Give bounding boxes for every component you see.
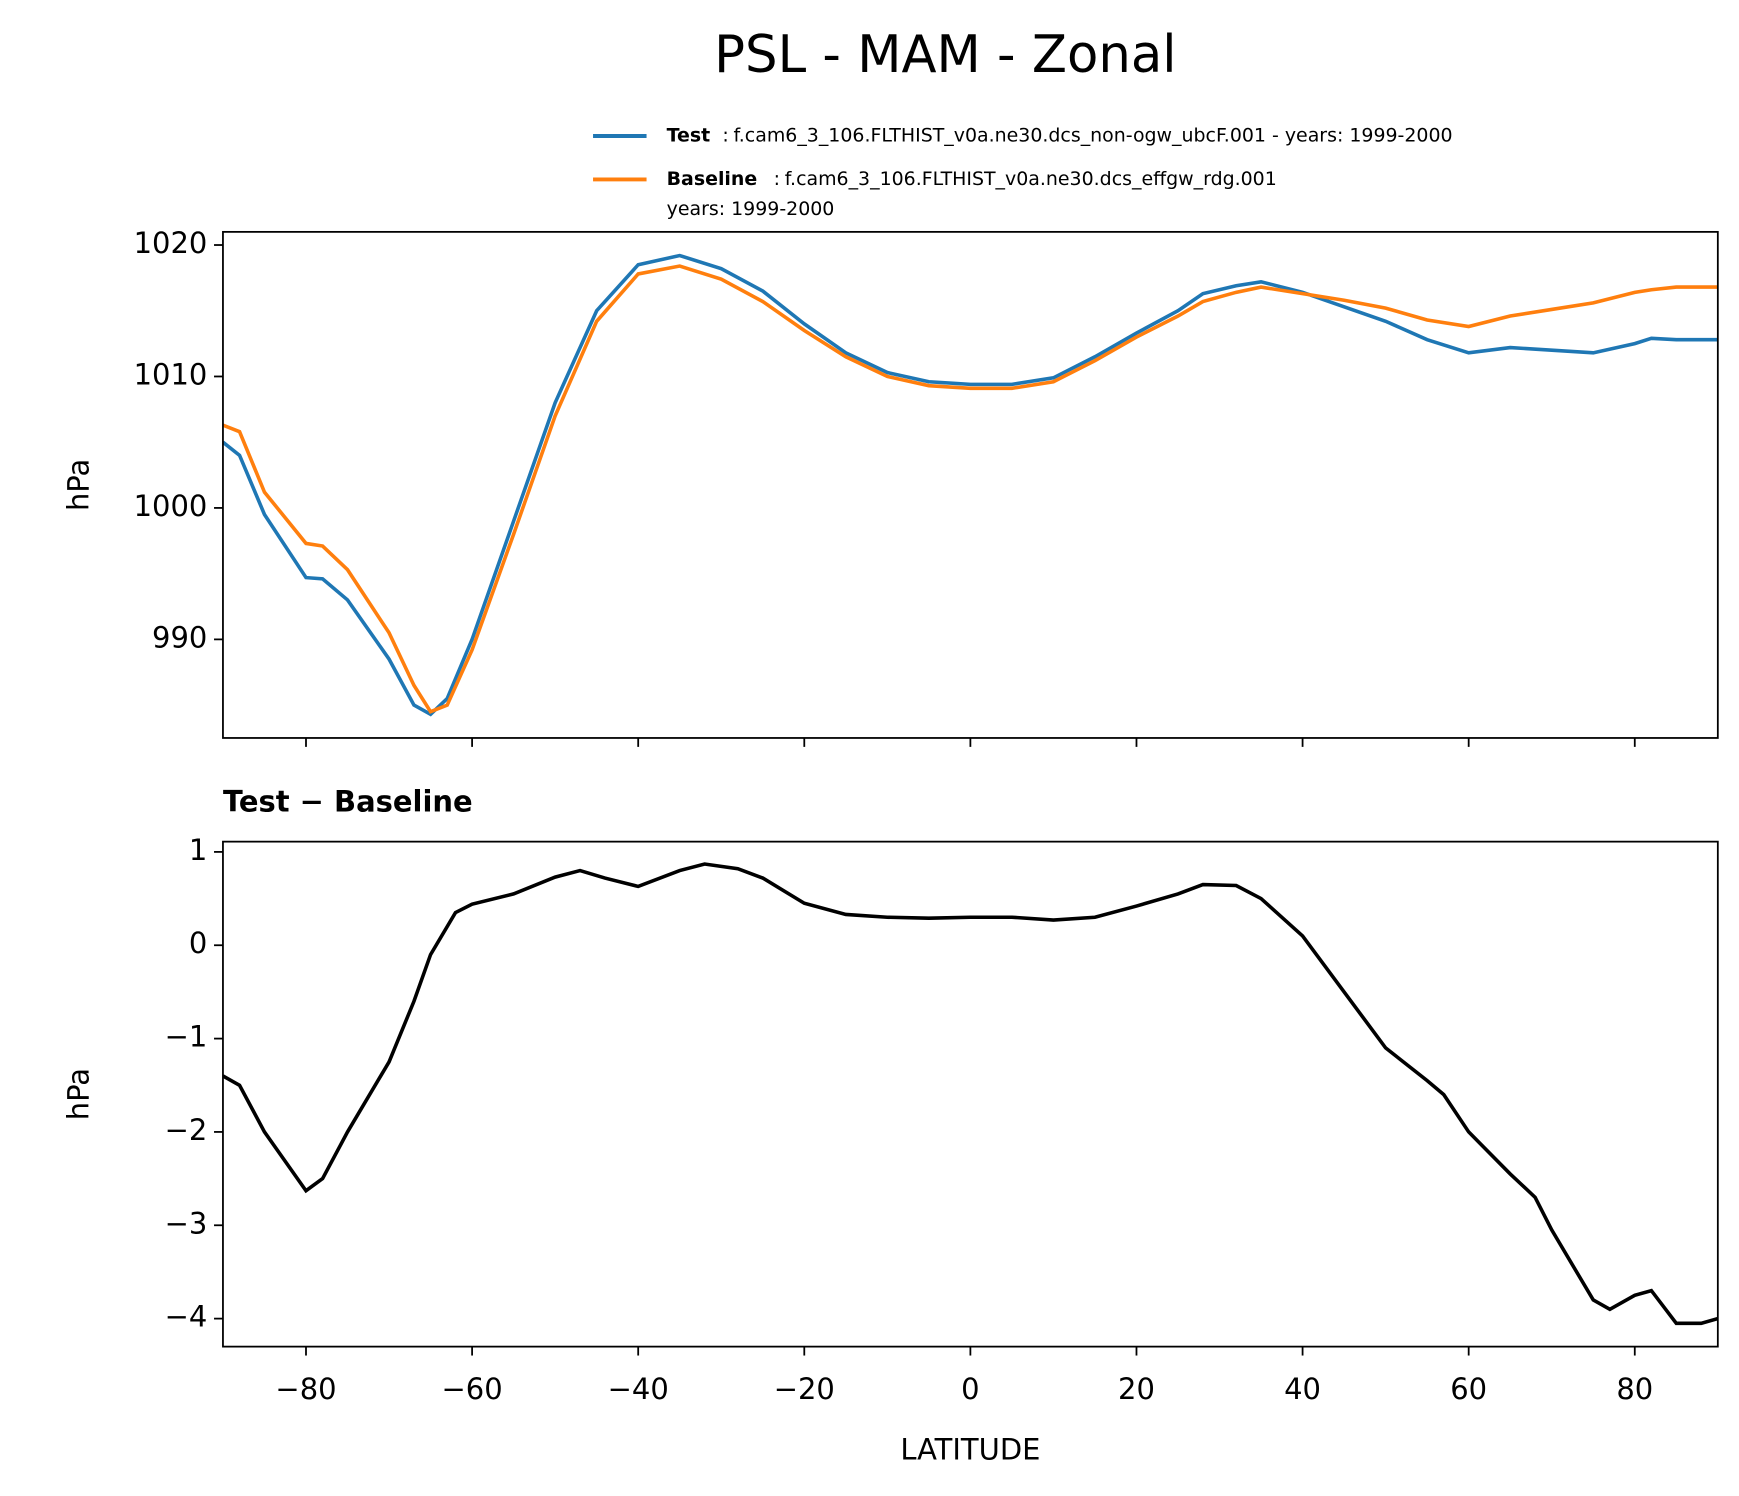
- x-tick-label: −60: [442, 1372, 503, 1406]
- legend-name: Baseline: [667, 168, 758, 190]
- x-tick-label: −20: [774, 1372, 835, 1406]
- x-axis-label: LATITUDE: [900, 1432, 1040, 1466]
- y-tick-label: 990: [152, 620, 207, 654]
- y-axis-label: hPa: [61, 459, 95, 511]
- x-tick-label: 20: [1118, 1372, 1155, 1406]
- plot-frame: [222, 230, 1719, 739]
- x-tick-label: 60: [1450, 1372, 1487, 1406]
- y-tick-label: 1000: [134, 489, 208, 523]
- x-tick-label: −40: [608, 1372, 669, 1406]
- x-tick-label: −80: [275, 1372, 336, 1406]
- x-tick-label: 40: [1284, 1372, 1321, 1406]
- y-tick-label: 1020: [134, 226, 208, 260]
- legend-colon: :: [774, 168, 780, 190]
- legend-name: Test: [667, 125, 711, 147]
- x-tick-label: 0: [961, 1372, 979, 1406]
- y-tick-label: 0: [189, 926, 207, 960]
- y-tick-label: 1010: [134, 357, 208, 391]
- legend-description: f.cam6_3_106.FLTHIST_v0a.ne30.dcs_effgw_…: [785, 168, 1277, 190]
- y-tick-label: −1: [165, 1020, 208, 1054]
- series-line: [222, 253, 1718, 717]
- panel-title: Test − Baseline: [223, 785, 473, 819]
- y-axis-label: hPa: [61, 1068, 95, 1120]
- y-tick-label: −3: [165, 1206, 208, 1240]
- series-line: [222, 862, 1718, 1326]
- figure-title: PSL - MAM - Zonal: [714, 25, 1176, 85]
- legend-description: f.cam6_3_106.FLTHIST_v0a.ne30.dcs_non-og…: [734, 125, 1453, 147]
- plot-frame: [222, 840, 1719, 1348]
- series-line: [222, 264, 1718, 714]
- x-tick-label: 80: [1616, 1372, 1653, 1406]
- y-tick-label: 1: [189, 833, 207, 867]
- y-tick-label: −2: [165, 1113, 208, 1147]
- legend-colon: :: [722, 125, 728, 147]
- legend-description: years: 1999-2000: [667, 198, 835, 220]
- y-tick-label: −4: [165, 1300, 208, 1334]
